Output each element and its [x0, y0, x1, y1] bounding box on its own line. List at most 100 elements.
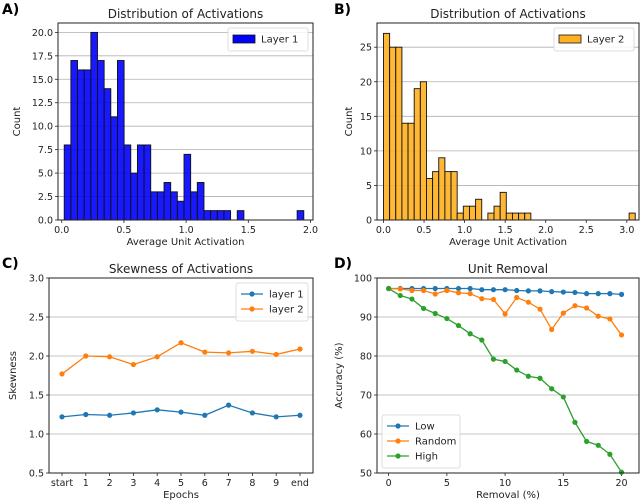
- data-point: [386, 285, 392, 292]
- y-tick-label: 2.5: [38, 192, 53, 203]
- data-point: [154, 354, 160, 360]
- data-point: [549, 289, 555, 295]
- y-tick-label: 17.5: [32, 51, 53, 62]
- x-tick-label: 4: [154, 478, 160, 489]
- data-point: [202, 349, 208, 355]
- data-point: [572, 289, 578, 296]
- data-point: [537, 375, 543, 381]
- legend-marker: [395, 453, 401, 459]
- y-tick-label: 5.0: [38, 169, 53, 180]
- data-point: [409, 296, 415, 302]
- data-point: [584, 291, 590, 297]
- data-point: [560, 394, 566, 400]
- legend-label: Layer 1: [261, 35, 298, 46]
- data-point: [154, 407, 160, 413]
- histogram-bar: [389, 46, 397, 221]
- histogram-bar: [143, 144, 152, 221]
- histogram-bar: [450, 171, 458, 221]
- histogram-bar: [401, 122, 409, 221]
- histogram-bar: [456, 212, 464, 221]
- x-tick-label: 1.0: [179, 225, 194, 236]
- x-tick-label: 0.0: [376, 225, 391, 236]
- histogram-bar: [203, 210, 212, 221]
- x-tick-label: 0.5: [416, 225, 431, 236]
- legend-label: Low: [415, 422, 435, 433]
- data-point: [479, 296, 485, 302]
- x-tick-label: 8: [249, 478, 255, 489]
- legend-box: [381, 414, 461, 469]
- data-point: [202, 412, 208, 418]
- panel-a: 0.0 2.5 5.0 7.5 10.0 12.5 15.0 17.5 20.0 0.0 0.5 1.…: [2, 2, 318, 248]
- data-point: [618, 469, 625, 475]
- legend: layer 1 layer 2: [235, 282, 309, 322]
- legend: Low Random High: [381, 414, 461, 469]
- data-point: [420, 287, 427, 294]
- histogram-bar: [163, 182, 172, 221]
- y-tick-label: 7.5: [38, 145, 53, 156]
- legend-label: High: [415, 452, 438, 463]
- x-tick-label: 5: [444, 478, 450, 489]
- data-point: [226, 402, 232, 408]
- histogram-bar: [462, 205, 470, 221]
- x-tick-label: 9: [273, 478, 279, 489]
- y-tick-label: 10: [360, 146, 372, 157]
- data-point: [178, 340, 184, 346]
- data-point: [107, 354, 113, 360]
- histogram-bar: [176, 200, 185, 221]
- histogram-bar: [475, 198, 483, 221]
- data-point: [420, 305, 427, 312]
- panel-label: A): [2, 2, 19, 18]
- data-point: [297, 412, 303, 418]
- y-tick-label: 10.0: [32, 122, 53, 133]
- y-tick-label: 15: [360, 112, 372, 123]
- data-point: [502, 358, 508, 365]
- histogram-bar: [628, 212, 636, 221]
- data-point: [549, 326, 555, 333]
- axes-frame: [376, 277, 640, 474]
- data-point: [178, 409, 184, 415]
- x-tick-label: 6: [202, 478, 208, 489]
- y-tick-label: 15.0: [32, 75, 53, 86]
- x-axis-label: Average Unit Activation: [127, 237, 245, 248]
- data-point: [490, 296, 497, 303]
- data-point: [595, 291, 601, 297]
- data-point: [479, 287, 485, 293]
- data-point: [479, 337, 485, 343]
- histogram-bar: [419, 81, 427, 221]
- data-point: [397, 292, 403, 299]
- histogram-bar: [407, 122, 415, 221]
- axes-frame: [57, 22, 314, 221]
- histogram-bar: [511, 212, 520, 221]
- data-point: [432, 291, 438, 297]
- data-point: [537, 306, 543, 312]
- legend-marker: [395, 438, 401, 444]
- data-point: [607, 451, 613, 457]
- x-tick-label: 2: [107, 478, 113, 489]
- data-point: [525, 373, 531, 379]
- data-point: [455, 290, 462, 296]
- histogram-bar: [70, 60, 78, 221]
- x-tick-label: 3.0: [619, 225, 634, 236]
- legend-box: [553, 27, 635, 52]
- y-tick-label: 1.5: [29, 391, 44, 402]
- y-tick-label: 25: [360, 43, 372, 54]
- data-point: [249, 410, 255, 416]
- y-tick-label: 0: [366, 216, 372, 227]
- data-point: [130, 361, 136, 368]
- histogram-bar: [216, 210, 225, 221]
- histogram-bar: [210, 210, 218, 221]
- y-tick-label: 50: [360, 469, 372, 480]
- legend-marker: [249, 291, 255, 297]
- histogram-bar: [524, 212, 532, 221]
- x-tick-label: start: [51, 478, 73, 489]
- data-point: [514, 294, 520, 301]
- data-point: [59, 414, 65, 420]
- histogram-bar: [170, 191, 178, 221]
- chart-title: Unit Removal: [468, 262, 548, 276]
- histogram-bar: [97, 60, 105, 221]
- legend-label: layer 2: [269, 305, 304, 316]
- histogram-bar: [236, 210, 245, 221]
- y-tick-label: 20.0: [32, 28, 53, 39]
- data-point: [83, 353, 89, 359]
